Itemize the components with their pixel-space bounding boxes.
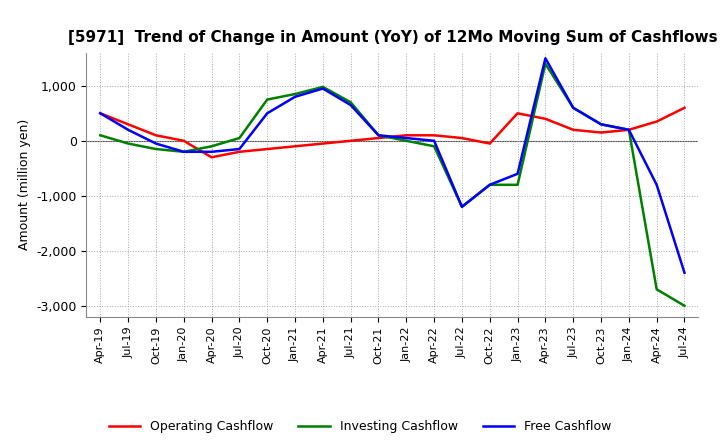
Operating Cashflow (680, 105, 689, 110)
Operating Cashflow (402, 132, 410, 138)
Operating Cashflow (597, 130, 606, 135)
Operating Cashflow (374, 136, 383, 141)
Operating Cashflow (207, 154, 216, 160)
Investing Cashflow (569, 105, 577, 110)
Free Cashflow (430, 138, 438, 143)
Free Cashflow (597, 121, 606, 127)
Free Cashflow (624, 127, 633, 132)
Title: [5971]  Trend of Change in Amount (YoY) of 12Mo Moving Sum of Cashflows: [5971] Trend of Change in Amount (YoY) o… (68, 29, 717, 45)
Free Cashflow (263, 110, 271, 116)
Operating Cashflow (485, 141, 494, 146)
Operating Cashflow (263, 147, 271, 152)
Operating Cashflow (291, 143, 300, 149)
Investing Cashflow (179, 149, 188, 154)
Free Cashflow (569, 105, 577, 110)
Operating Cashflow (96, 110, 104, 116)
Free Cashflow (680, 270, 689, 275)
Operating Cashflow (458, 136, 467, 141)
Investing Cashflow (430, 143, 438, 149)
Investing Cashflow (680, 303, 689, 308)
Investing Cashflow (652, 287, 661, 292)
Operating Cashflow (569, 127, 577, 132)
Line: Investing Cashflow: Investing Cashflow (100, 64, 685, 306)
Investing Cashflow (291, 92, 300, 97)
Free Cashflow (235, 147, 243, 152)
Investing Cashflow (263, 97, 271, 102)
Investing Cashflow (374, 132, 383, 138)
Free Cashflow (458, 204, 467, 209)
Free Cashflow (485, 182, 494, 187)
Investing Cashflow (624, 127, 633, 132)
Investing Cashflow (513, 182, 522, 187)
Free Cashflow (652, 182, 661, 187)
Legend: Operating Cashflow, Investing Cashflow, Free Cashflow: Operating Cashflow, Investing Cashflow, … (104, 415, 616, 438)
Free Cashflow (152, 141, 161, 146)
Investing Cashflow (124, 141, 132, 146)
Investing Cashflow (207, 143, 216, 149)
Free Cashflow (541, 55, 550, 61)
Line: Operating Cashflow: Operating Cashflow (100, 108, 685, 157)
Operating Cashflow (430, 132, 438, 138)
Free Cashflow (374, 132, 383, 138)
Investing Cashflow (458, 204, 467, 209)
Operating Cashflow (152, 132, 161, 138)
Operating Cashflow (513, 110, 522, 116)
Operating Cashflow (624, 127, 633, 132)
Investing Cashflow (485, 182, 494, 187)
Investing Cashflow (597, 121, 606, 127)
Investing Cashflow (152, 147, 161, 152)
Investing Cashflow (346, 99, 355, 105)
Investing Cashflow (402, 138, 410, 143)
Free Cashflow (318, 86, 327, 91)
Investing Cashflow (96, 132, 104, 138)
Investing Cashflow (235, 136, 243, 141)
Operating Cashflow (124, 121, 132, 127)
Operating Cashflow (235, 149, 243, 154)
Operating Cashflow (541, 116, 550, 121)
Free Cashflow (346, 103, 355, 108)
Operating Cashflow (652, 119, 661, 124)
Free Cashflow (207, 149, 216, 154)
Operating Cashflow (346, 138, 355, 143)
Operating Cashflow (179, 138, 188, 143)
Investing Cashflow (541, 61, 550, 66)
Free Cashflow (513, 171, 522, 176)
Free Cashflow (96, 110, 104, 116)
Operating Cashflow (318, 141, 327, 146)
Free Cashflow (179, 149, 188, 154)
Investing Cashflow (318, 84, 327, 90)
Y-axis label: Amount (million yen): Amount (million yen) (18, 119, 31, 250)
Line: Free Cashflow: Free Cashflow (100, 58, 685, 273)
Free Cashflow (291, 94, 300, 99)
Free Cashflow (402, 136, 410, 141)
Free Cashflow (124, 127, 132, 132)
